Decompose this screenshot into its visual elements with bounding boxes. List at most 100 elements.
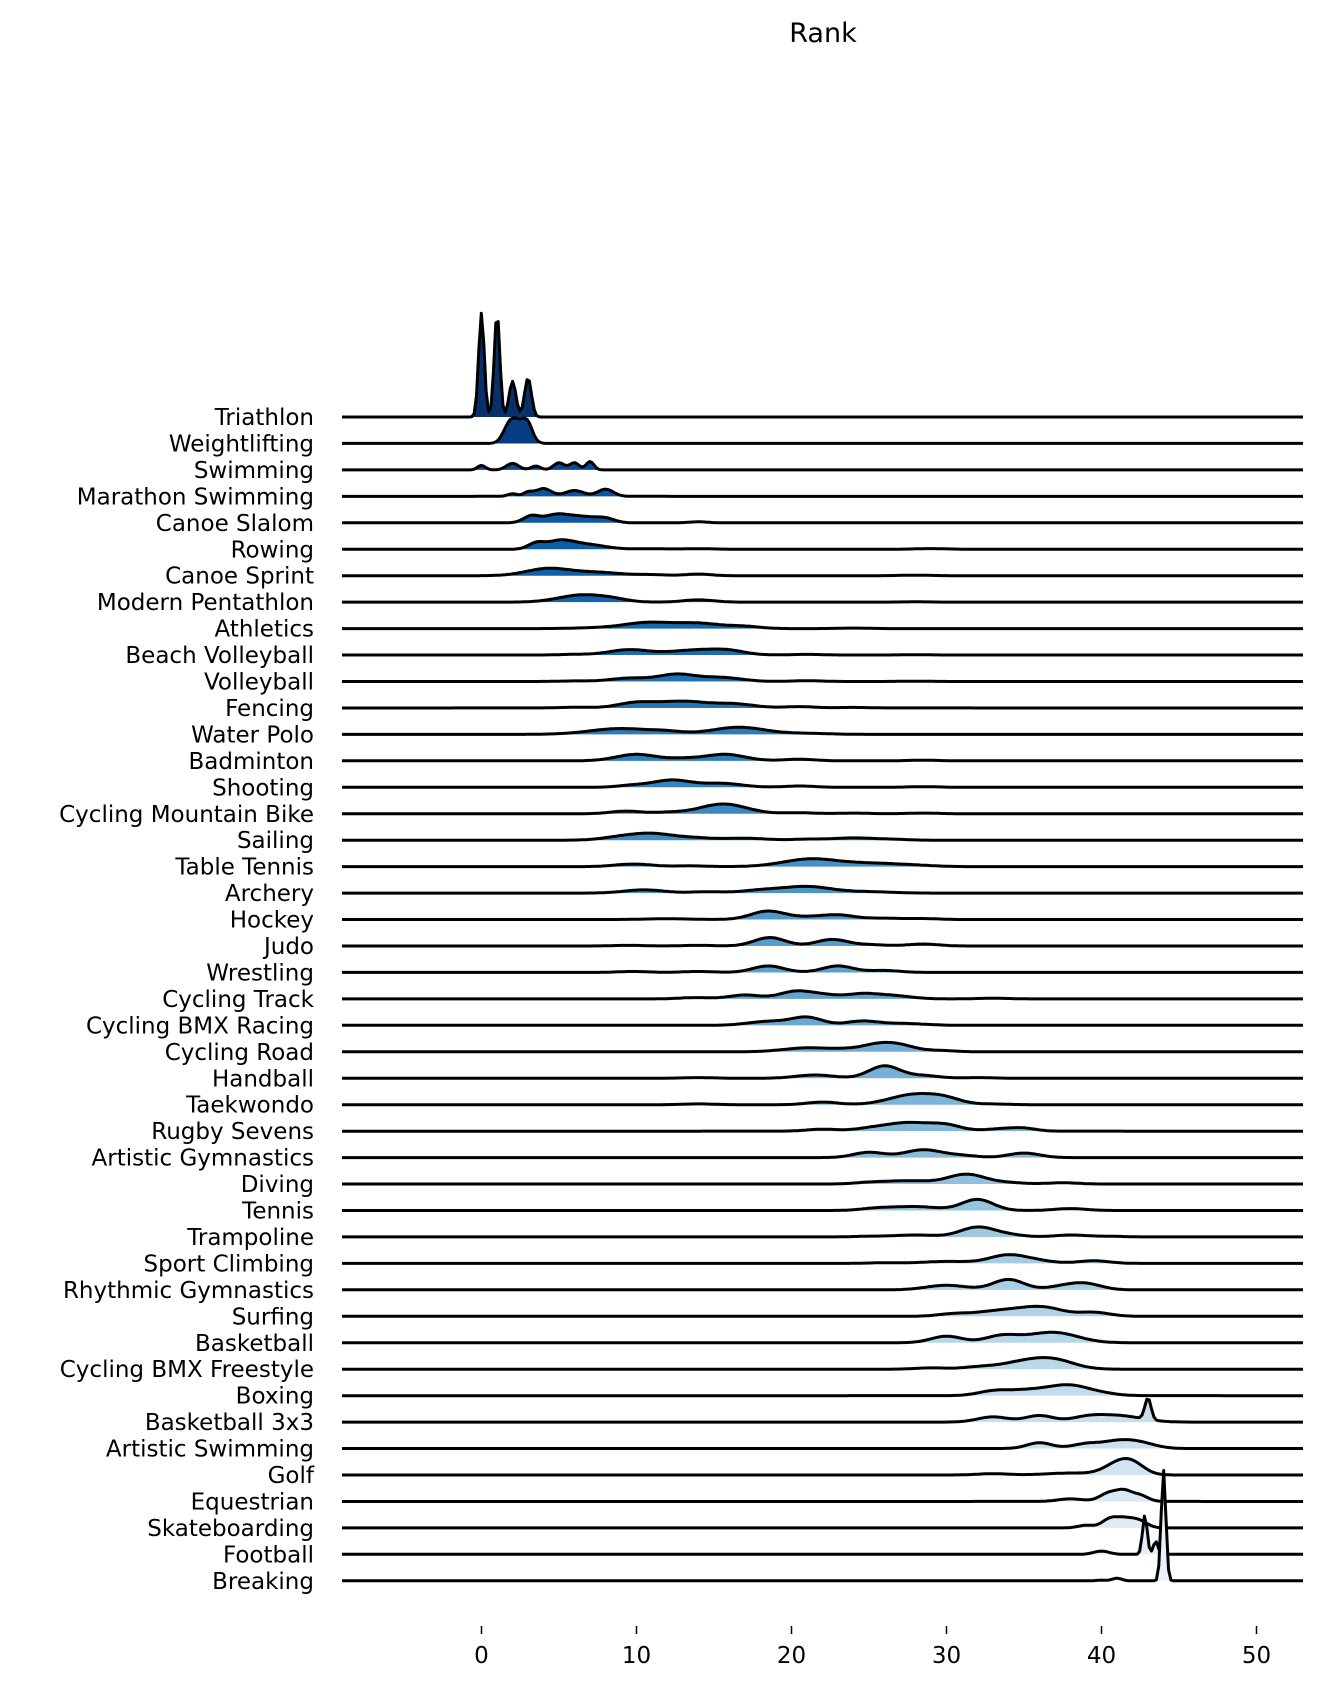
ridge-beach-volleyball: [342, 647, 1303, 657]
ridge-outline: [342, 1383, 1303, 1398]
ridge-fill: [342, 1199, 1303, 1211]
y-label: Marathon Swimming: [77, 484, 314, 510]
y-label: Trampoline: [186, 1225, 314, 1251]
ridge-boxing: [342, 1383, 1303, 1398]
ridge-hockey: [342, 909, 1303, 921]
y-label: Canoe Sprint: [165, 564, 314, 590]
ridge-sailing: [342, 831, 1303, 842]
ridge-outline: [342, 1397, 1303, 1424]
ridge-outline: [342, 936, 1303, 948]
ridge-outline: [342, 699, 1303, 710]
y-label: Water Polo: [191, 722, 314, 748]
y-label: Cycling Mountain Bike: [59, 802, 314, 828]
ridge-cycling-road: [342, 1040, 1303, 1054]
ridge-judo: [342, 936, 1303, 948]
ridge-outline: [342, 1514, 1303, 1556]
ridge-outline: [342, 460, 1303, 472]
ridge-outline: [342, 884, 1303, 895]
ridge-outline: [342, 593, 1303, 604]
ridge-rowing: [342, 538, 1303, 551]
ridge-canoe-sprint: [342, 566, 1303, 578]
ridge-outline: [342, 1172, 1303, 1186]
y-label: Basketball 3x3: [145, 1410, 314, 1436]
ridge-handball: [342, 1064, 1303, 1080]
y-label: Rhythmic Gymnastics: [63, 1278, 314, 1304]
y-label: Hockey: [230, 908, 314, 934]
ridge-rugby-sevens: [342, 1120, 1303, 1133]
ridge-breaking: [342, 1469, 1303, 1583]
ridge-cycling-bmx-racing: [342, 1015, 1303, 1027]
ridge-outline: [342, 1356, 1303, 1371]
ridge-volleyball: [342, 672, 1303, 683]
x-tick-label: 40: [1087, 1643, 1116, 1669]
y-label: Triathlon: [214, 405, 314, 431]
ridge-artistic-swimming: [342, 1438, 1303, 1450]
ridge-basketball: [342, 1330, 1303, 1345]
y-label: Table Tennis: [174, 855, 314, 881]
ridge-diving: [342, 1172, 1303, 1186]
ridge-fill: [342, 911, 1303, 920]
ridge-outline: [342, 1304, 1303, 1318]
y-label: Beach Volleyball: [125, 643, 314, 669]
x-tick-label: 50: [1242, 1643, 1271, 1669]
ridge-outline: [342, 802, 1303, 816]
ridge-wrestling: [342, 964, 1303, 974]
ridge-fill: [342, 1279, 1303, 1290]
y-label: Cycling Track: [162, 987, 314, 1013]
ridge-fill: [342, 568, 1303, 576]
ridge-fill: [342, 1439, 1303, 1449]
ridge-fill: [342, 886, 1303, 894]
ridge-fill: [342, 488, 1303, 497]
y-label: Cycling BMX Racing: [86, 1013, 314, 1039]
ridge-outline: [342, 857, 1303, 869]
ridge-outline: [342, 538, 1303, 551]
y-label: Judo: [262, 934, 314, 960]
y-label: Handball: [212, 1066, 314, 1092]
y-label: Weightlifting: [169, 431, 314, 457]
ridge-outline: [342, 909, 1303, 921]
chart-title: Rank: [789, 18, 857, 49]
y-label: Surfing: [232, 1304, 314, 1330]
x-tick-label: 20: [777, 1643, 806, 1669]
y-label: Football: [223, 1542, 314, 1568]
ridge-outline: [342, 1015, 1303, 1027]
y-label: Cycling BMX Freestyle: [60, 1357, 314, 1383]
ridge-outline: [342, 566, 1303, 578]
ridge-outline: [342, 672, 1303, 683]
y-label: Golf: [268, 1463, 315, 1489]
x-tick-label: 30: [932, 1643, 961, 1669]
y-label: Boxing: [236, 1384, 314, 1410]
ridge-outline: [342, 311, 1303, 419]
y-label: Modern Pentathlon: [97, 590, 314, 616]
ridge-table-tennis: [342, 857, 1303, 869]
ridge-fill: [342, 1489, 1303, 1502]
ridge-fencing: [342, 699, 1303, 710]
ridge-outline: [342, 1457, 1303, 1477]
ridge-golf: [342, 1457, 1303, 1477]
ridge-fill: [342, 1399, 1303, 1423]
ridge-archery: [342, 884, 1303, 895]
ridge-fill: [342, 858, 1303, 867]
ridge-outline: [342, 620, 1303, 631]
y-label: Rugby Sevens: [151, 1119, 314, 1145]
ridge-outline: [342, 416, 1303, 445]
y-label: Shooting: [212, 775, 314, 801]
y-label: Taekwondo: [185, 1093, 314, 1119]
y-label: Sailing: [237, 828, 314, 854]
y-label: Diving: [241, 1172, 314, 1198]
ridge-outline: [342, 778, 1303, 789]
ridge-sport-climbing: [342, 1253, 1303, 1265]
ridge-fill: [342, 1458, 1303, 1475]
ridge-outline: [342, 1438, 1303, 1450]
ridge-football: [342, 1514, 1303, 1556]
ridge-outline: [342, 487, 1303, 498]
ridge-outline: [342, 512, 1303, 525]
ridge-fill: [342, 539, 1303, 550]
ridge-badminton: [342, 752, 1303, 763]
ridge-swimming: [342, 460, 1303, 472]
ridge-outline: [342, 1120, 1303, 1133]
y-label: Breaking: [212, 1569, 314, 1595]
ridge-outline: [342, 1040, 1303, 1054]
y-label: Equestrian: [191, 1489, 314, 1515]
